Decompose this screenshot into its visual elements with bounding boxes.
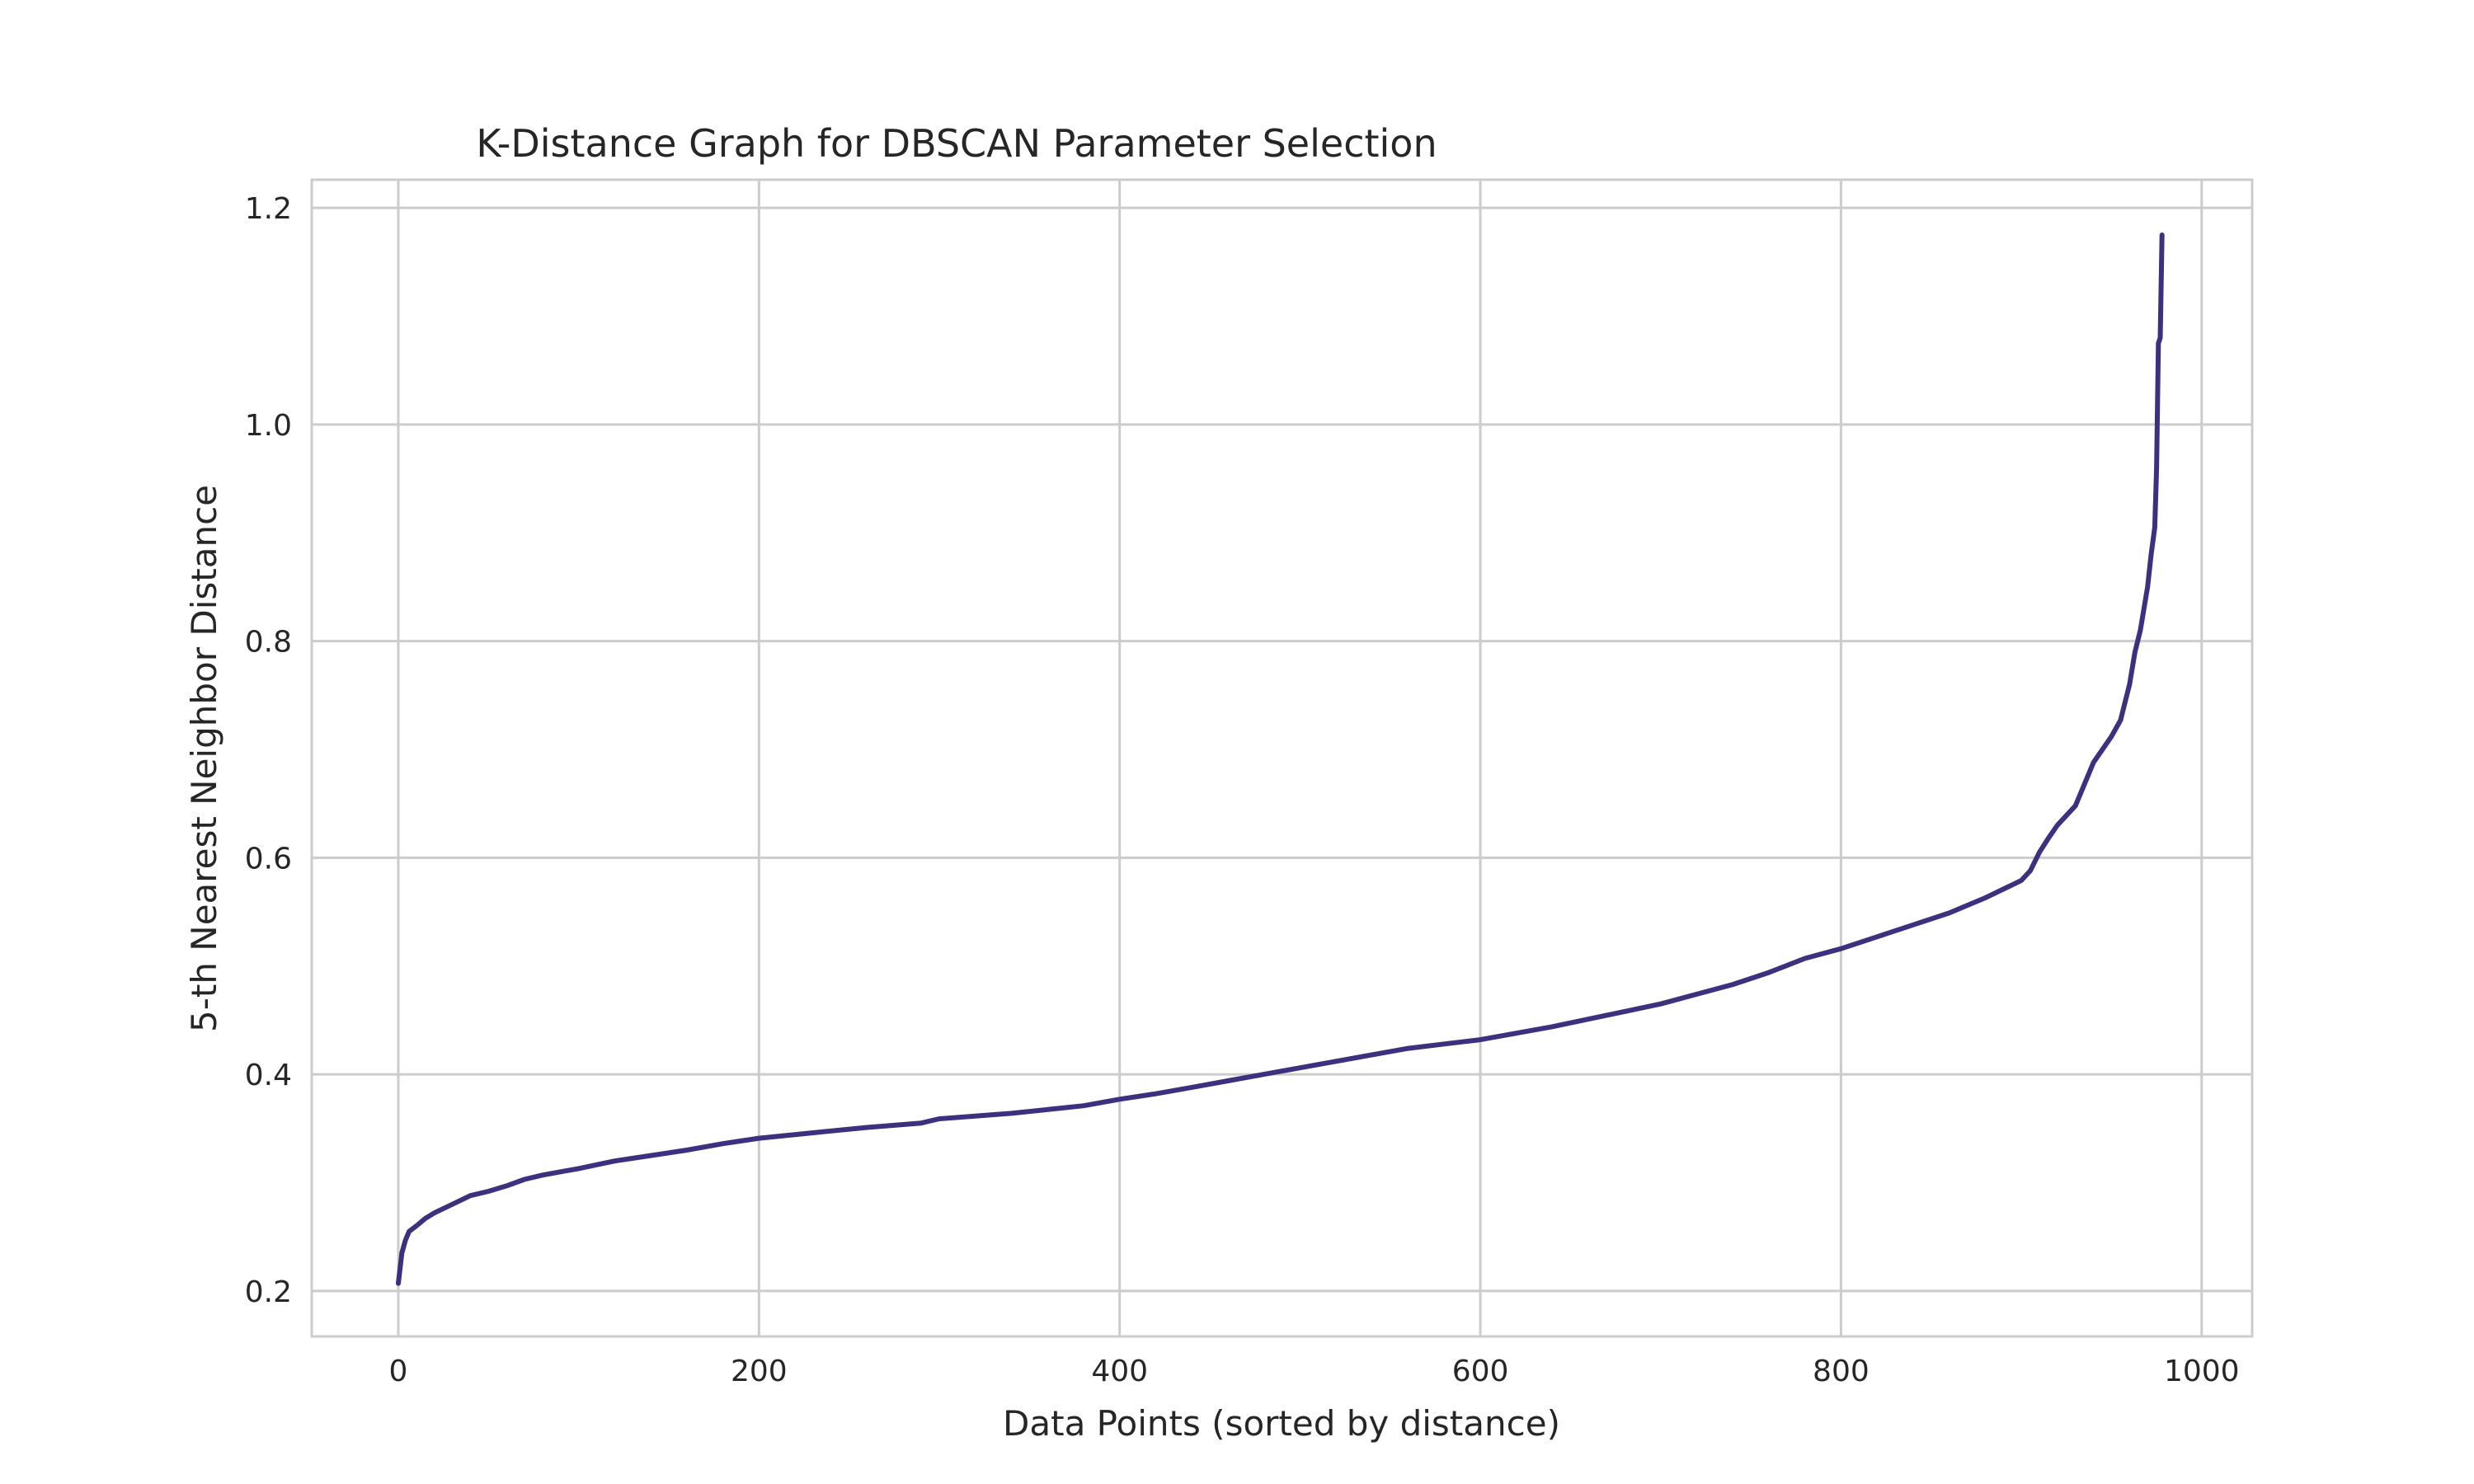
y-tick-label: 1.2 (245, 192, 292, 226)
y-tick-label: 1.0 (245, 409, 292, 443)
x-axis-label: Data Points (sorted by distance) (1003, 1403, 1560, 1444)
chart-title: K-Distance Graph for DBSCAN Parameter Se… (476, 121, 1437, 166)
x-tick-label: 800 (1813, 1355, 1870, 1388)
x-tick-label: 0 (389, 1355, 408, 1388)
y-tick-label: 0.8 (245, 626, 292, 660)
series-layer (396, 232, 2165, 1286)
x-axis-ticks: 0 200 400 600 800 1000 (389, 1355, 2240, 1388)
x-tick-label: 1000 (2164, 1355, 2240, 1388)
x-tick-label: 400 (1091, 1355, 1148, 1388)
y-tick-label: 0.4 (245, 1059, 292, 1092)
plot-area-frame (310, 178, 2254, 1338)
x-tick-label: 200 (731, 1355, 788, 1388)
y-tick-label: 0.6 (245, 842, 292, 876)
y-axis-label: 5-th Nearest Neighbor Distance (184, 485, 224, 1032)
y-tick-label: 0.2 (245, 1275, 292, 1309)
x-tick-label: 600 (1452, 1355, 1509, 1388)
k-distance-line (396, 232, 2165, 1286)
y-axis-ticks: 0.2 0.4 0.6 0.8 1.0 1.2 (245, 192, 292, 1309)
grid (312, 180, 2252, 1336)
